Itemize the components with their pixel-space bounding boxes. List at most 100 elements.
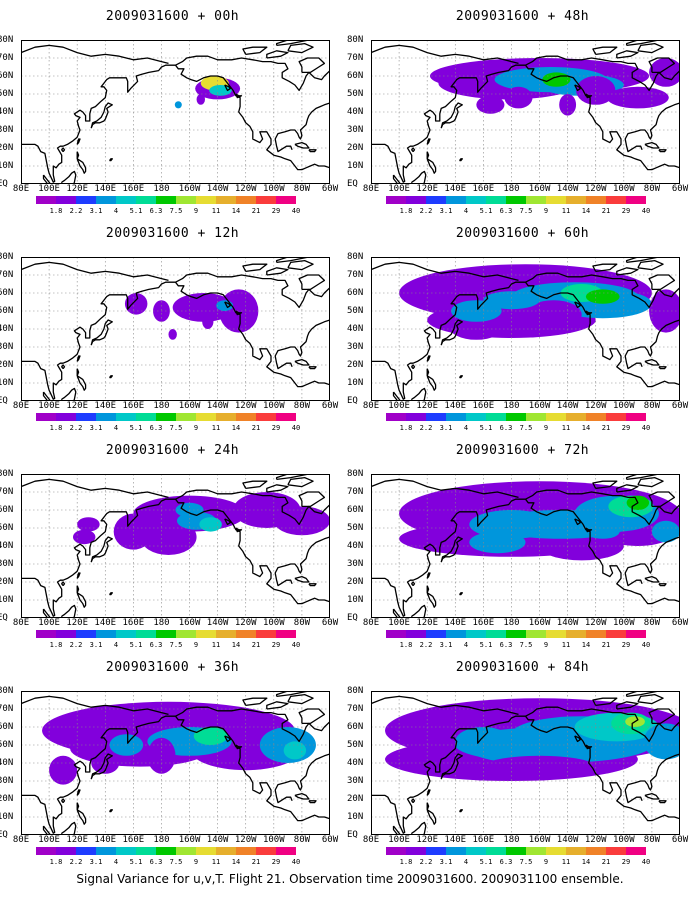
longitude-label: 140W: [556, 618, 579, 628]
coastline: [287, 42, 314, 54]
colorbar-label: 21: [601, 207, 611, 215]
latitude-label: 70N: [347, 704, 364, 714]
coastline: [242, 263, 268, 273]
map-area: [371, 691, 680, 835]
variance-map: [371, 691, 680, 835]
panel-title: 2009031600 + 48h: [455, 9, 590, 24]
map-area: [371, 40, 680, 184]
coastline: [644, 141, 660, 149]
colorbar-label: 6.3: [149, 424, 163, 432]
coastline: [592, 480, 618, 490]
longitude-label: 100W: [262, 184, 285, 194]
longitude-label: 160E: [472, 184, 495, 194]
coastline: [275, 257, 310, 264]
coastline: [574, 735, 581, 743]
colorbar-label: 14: [231, 207, 241, 215]
colorbar-swatch: [116, 847, 136, 855]
latitude-label: 40N: [347, 324, 364, 334]
colorbar-label: 7.5: [169, 424, 183, 432]
longitude-label: 120W: [584, 184, 607, 194]
colorbar-label: 4: [113, 858, 119, 866]
variance-map: [21, 691, 330, 835]
latitude-label: 10N: [347, 161, 364, 171]
longitude-label: 140W: [206, 184, 229, 194]
coastline: [308, 800, 317, 804]
longitude-label: 120W: [584, 618, 607, 628]
colorbar-swatch: [276, 413, 296, 421]
colorbar-swatch: [96, 847, 116, 855]
latitude-label: 10N: [347, 812, 364, 822]
coastline: [21, 281, 330, 400]
longitude-label: 180: [153, 401, 170, 411]
colorbar-label: 6.3: [499, 858, 513, 866]
coastline: [371, 478, 519, 499]
variance-contour: [469, 510, 554, 539]
latitude-label: 40N: [0, 107, 14, 117]
colorbar-label: 4: [463, 424, 469, 432]
variance-map: [21, 40, 330, 184]
coastline: [625, 257, 660, 264]
longitude-label: 100W: [262, 835, 285, 845]
colorbar-swatch: [156, 413, 176, 421]
latitude-label: 40N: [0, 541, 14, 551]
variance-contour: [196, 94, 205, 105]
colorbar-label: 1.8: [49, 641, 63, 649]
colorbar-label: 2.2: [419, 424, 433, 432]
coastline: [42, 825, 52, 835]
coastline: [574, 518, 581, 526]
colorbar-swatch: [526, 196, 546, 204]
colorbar-label: 21: [601, 641, 611, 649]
variance-contour: [483, 291, 540, 310]
coastline: [287, 476, 314, 488]
colorbar-swatch: [256, 847, 276, 855]
map-area: [21, 691, 330, 835]
latitude-label: 20N: [347, 143, 364, 153]
longitude-label: 80W: [293, 401, 311, 411]
longitude-label: 120W: [234, 401, 257, 411]
longitude-label: 160E: [472, 618, 495, 628]
coastline: [21, 261, 169, 282]
colorbar-label: 2.2: [419, 641, 433, 649]
coastline: [108, 809, 113, 813]
colorbar-swatch: [526, 630, 546, 638]
colorbar-label: 1.8: [399, 207, 413, 215]
latitude-label: 20N: [347, 577, 364, 587]
latitude-label: 50N: [0, 523, 14, 533]
latitude-label: 40N: [347, 758, 364, 768]
coastline: [242, 46, 268, 56]
colorbar-label: 40: [641, 424, 651, 432]
latitude-label: 30N: [347, 559, 364, 569]
longitude-label: 100E: [38, 184, 60, 194]
coastline: [411, 604, 427, 618]
coastline: [76, 368, 87, 391]
latitude-label: 30N: [347, 125, 364, 135]
colorbar-swatch: [566, 196, 586, 204]
latitude-label: 80N: [0, 686, 14, 696]
coastline: [90, 753, 113, 780]
coastline: [90, 536, 113, 563]
colorbar-swatch: [626, 630, 646, 638]
colorbar-label: 4: [463, 207, 469, 215]
latitude-label: EQ: [0, 830, 8, 840]
colorbar-label: 29: [271, 424, 281, 432]
longitude-label: 100W: [612, 401, 635, 411]
latitude-label: 30N: [347, 776, 364, 786]
colorbar-label: 7.5: [169, 858, 183, 866]
coastline: [648, 274, 676, 291]
longitude-label: 120E: [66, 184, 89, 194]
colorbar: [36, 630, 296, 638]
colorbar-swatch: [586, 196, 606, 204]
coastline: [616, 701, 639, 710]
longitude-label: 160W: [178, 184, 201, 194]
colorbar-swatch: [586, 847, 606, 855]
colorbar-swatch: [566, 847, 586, 855]
colorbar-label: 40: [291, 641, 301, 649]
colorbar-label: 11: [561, 207, 571, 215]
coastline: [298, 274, 326, 291]
latitude-label: 80N: [347, 686, 364, 696]
colorbar-label: 5.1: [129, 858, 143, 866]
longitude-label: 160W: [528, 401, 551, 411]
coastline: [616, 484, 639, 493]
longitude-label: 100W: [262, 618, 285, 628]
coastline: [411, 581, 416, 586]
